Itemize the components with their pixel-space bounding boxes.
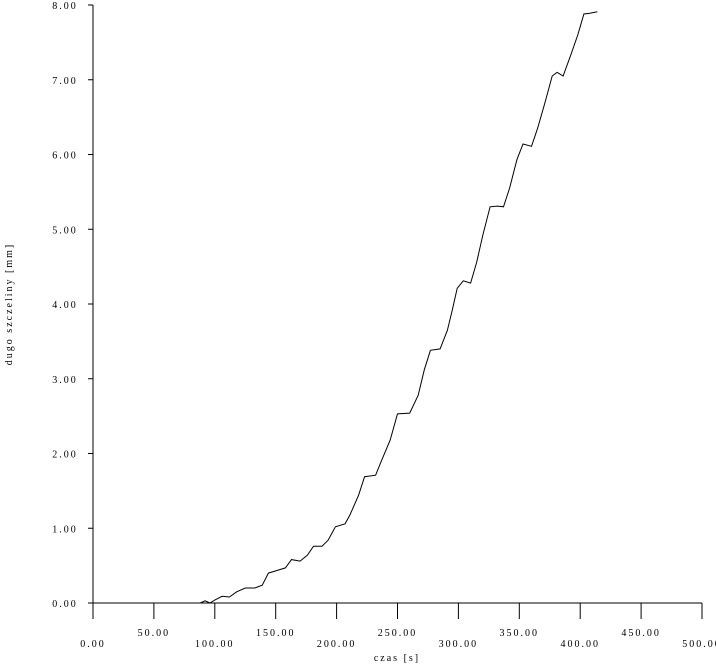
x-tick-label: 400.00 [560,639,600,650]
x-tick-label: 350.00 [500,628,540,639]
x-tick-label: 300.00 [439,639,479,650]
y-tick-label: 1.00 [52,524,78,535]
x-tick-label: 100.00 [195,639,235,650]
y-tick-label: 4.00 [52,300,78,311]
x-tick-label: 150.00 [256,628,296,639]
y-tick-label: 5.00 [52,225,78,236]
x-tick-label: 200.00 [317,639,357,650]
x-tick-label: 500.00 [682,639,716,650]
x-tick-label: 450.00 [621,628,661,639]
y-tick-label: 7.00 [52,76,78,87]
x-tick-label: 50.00 [138,628,171,639]
x-axis-label: czas [s] [374,653,420,664]
y-tick-label: 0.00 [52,599,78,610]
y-tick-label: 2.00 [52,450,78,461]
x-tick-label: 250.00 [378,628,418,639]
y-tick-label: 6.00 [52,151,78,162]
y-axis-label: dugo szczeliny [mm] [4,243,15,365]
y-tick-label: 3.00 [52,375,78,386]
x-tick-label: 0.00 [80,639,106,650]
y-tick-label: 8.00 [52,1,78,12]
data-line [199,11,598,604]
